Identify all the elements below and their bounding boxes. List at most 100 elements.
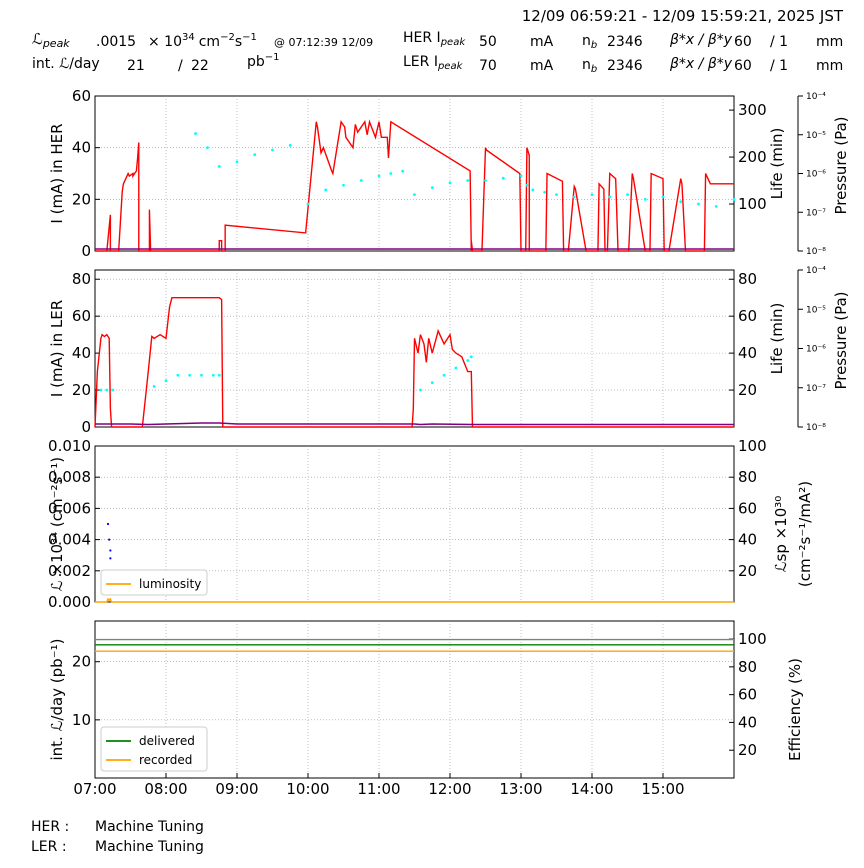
her-beta-unit: mm xyxy=(816,34,843,50)
header-row-2: int. ℒ/day 21 / 22 pb−1 LER Ipeak 70 mA … xyxy=(32,52,843,75)
her-beta-sep: / 1 xyxy=(770,34,788,50)
series-luminosity xyxy=(95,597,734,603)
plot-frame xyxy=(94,620,735,779)
y2-axis-label-units: (cm⁻²s⁻¹/mA²) xyxy=(796,481,814,587)
y2-tick-label: 40 xyxy=(738,713,757,731)
her-nb-value: 2346 xyxy=(607,34,643,50)
time-range: 12/09 06:59:21 - 12/09 15:59:21, 2025 JS… xyxy=(522,7,844,25)
footer: HER : Machine Tuning LER : Machine Tunin… xyxy=(31,819,204,855)
y2-axis-label: Life (min) xyxy=(768,128,786,200)
y2-tick-label: 100 xyxy=(738,195,767,213)
data-point-life xyxy=(679,200,683,204)
data-point-life xyxy=(235,160,239,164)
data-point-life xyxy=(152,384,156,388)
y2-tick-label: 80 xyxy=(738,270,757,288)
data-point-life xyxy=(389,172,393,175)
pressure-tick-label: 10⁻⁷ xyxy=(806,384,826,394)
data-point-life xyxy=(469,355,473,359)
data-point-life xyxy=(413,193,416,197)
data-point-life xyxy=(531,188,535,192)
plot-frame xyxy=(94,95,735,252)
legend-label-delivered: delivered xyxy=(139,734,195,748)
data-point-life xyxy=(448,181,452,185)
peak-lum-label: ℒpeak xyxy=(32,30,70,50)
ler-beta-sep: / 1 xyxy=(770,58,788,74)
data-point-specific xyxy=(109,549,112,552)
data-point-life xyxy=(519,174,523,178)
data-point-life xyxy=(608,195,612,199)
y2-tick-label: 200 xyxy=(738,148,767,166)
y2-axis-label: Efficiency (%) xyxy=(786,658,804,761)
ler-beta-x: 60 xyxy=(734,58,752,74)
ler-beta-unit: mm xyxy=(816,58,843,74)
y-tick-label: 0 xyxy=(81,418,91,436)
y-tick-label: 0.002 xyxy=(48,562,91,580)
her-status-value: Machine Tuning xyxy=(95,819,204,835)
data-point-life xyxy=(111,388,115,392)
peak-lum-unit: × 1034 cm−2s−1 xyxy=(148,32,257,50)
series-pressure xyxy=(95,422,734,426)
data-point-life xyxy=(324,188,328,192)
ler-nb-value: 2346 xyxy=(607,58,643,74)
y-tick-label: 20 xyxy=(72,381,91,399)
data-point-life xyxy=(188,373,192,377)
panel-4: 10 20 20 40 60 80 100 int. ℒ/day (pb⁻¹) Efficien… xyxy=(48,620,804,798)
y2-tick-label: 40 xyxy=(738,531,757,549)
y2-tick-label: 80 xyxy=(738,658,757,676)
y2-tick-label: 40 xyxy=(738,344,757,362)
peak-lum-value: .0015 xyxy=(96,34,136,50)
data-point-life xyxy=(200,373,203,377)
y-axis-label: I (mA) in LER xyxy=(48,300,66,397)
header-row-1: ℒpeak .0015 × 1034 cm−2s−1 @ 07:12:39 12/… xyxy=(32,30,843,51)
panel-3: 0.000 0.002 0.004 0.006 0.008 0.010 20 40 60 80 10… xyxy=(48,437,814,611)
y2-axis-label: ℒsp ×10³⁰ xyxy=(772,496,790,573)
pressure-tick-label: 10⁻⁵ xyxy=(806,305,826,315)
her-peak-label: HER Ipeak xyxy=(403,30,466,48)
data-point-life xyxy=(211,373,215,377)
y2-tick-label: 60 xyxy=(738,686,757,704)
x-tick-label: 15:00 xyxy=(641,780,684,798)
her-beta-x: 60 xyxy=(734,34,752,50)
legend-label-recorded: recorded xyxy=(139,753,192,767)
y2-tick-label: 300 xyxy=(738,101,767,119)
plot-frame xyxy=(94,269,735,428)
y-axis-label: I (mA) in HER xyxy=(48,123,66,223)
data-point-life xyxy=(105,388,109,392)
x-tick-label: 07:00 xyxy=(73,780,116,798)
data-point-life xyxy=(661,195,665,199)
her-current-unit: mA xyxy=(530,34,554,50)
ler-beta-label: β*x / β*y xyxy=(669,56,733,72)
data-point-life xyxy=(732,197,736,201)
int-lum-label: int. ℒ/day xyxy=(32,56,100,72)
data-point-life xyxy=(466,359,470,362)
data-point-life xyxy=(484,179,487,182)
y-tick-label: 40 xyxy=(72,139,91,157)
data-point-specific xyxy=(109,557,112,560)
data-point-life xyxy=(217,373,221,377)
pressure-tick-label: 10⁻⁶ xyxy=(806,345,826,355)
data-point-life xyxy=(253,153,257,157)
data-point-life xyxy=(164,379,168,383)
data-point-life xyxy=(590,193,594,197)
int-lum-sep: / xyxy=(178,58,183,74)
her-status-label: HER : xyxy=(31,819,69,835)
data-point-life xyxy=(454,366,458,370)
data-point-specific xyxy=(108,538,111,541)
her-peak-current: 50 xyxy=(479,34,497,50)
data-point-life xyxy=(442,373,446,377)
int-lum-unit: pb−1 xyxy=(247,52,280,70)
pressure-tick-label: 10⁻⁷ xyxy=(806,208,826,218)
y-tick-label: 20 xyxy=(72,190,91,208)
y-tick-label: 10 xyxy=(72,711,91,729)
data-point-life xyxy=(643,197,647,201)
her-beta-label: β*x / β*y xyxy=(669,32,733,48)
y-tick-label: 60 xyxy=(72,87,91,105)
data-point-life xyxy=(377,174,381,178)
data-point-life xyxy=(501,176,505,180)
chart-panels: 0 20 40 60 100 200 300 I (mA) in HER Life (min) 1… xyxy=(48,87,850,798)
legend-label-luminosity: luminosity xyxy=(139,577,201,591)
legend-box xyxy=(100,569,208,596)
y-tick-label: 0.004 xyxy=(48,531,91,549)
